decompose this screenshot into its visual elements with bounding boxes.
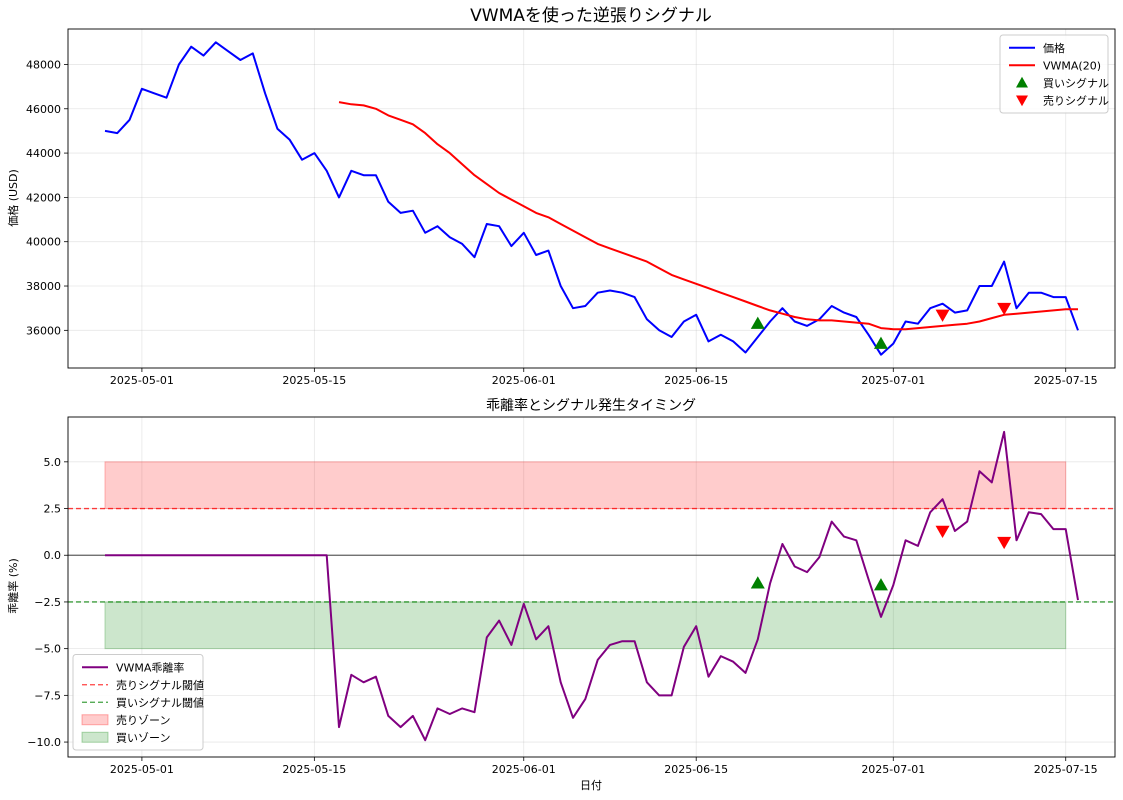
legend-label: VWMA(20) xyxy=(1043,59,1101,72)
y-tick-label: 46000 xyxy=(26,103,61,116)
y-tick-label: −7.5 xyxy=(34,689,61,702)
x-tick-label: 2025-06-01 xyxy=(492,763,556,776)
y-tick-label: 38000 xyxy=(26,280,61,293)
buy-signal-marker xyxy=(750,576,765,589)
price-chart-ylabel: 価格 (USD) xyxy=(6,169,20,227)
legend-label: VWMA乖離率 xyxy=(116,660,184,674)
x-tick-label: 2025-06-15 xyxy=(664,374,728,387)
x-tick-label: 2025-05-15 xyxy=(282,374,346,387)
legend-label: 売りゾーン xyxy=(116,714,170,727)
y-tick-label: 42000 xyxy=(26,191,61,204)
legend-label: 売りシグナル xyxy=(1043,93,1109,107)
x-tick-label: 2025-06-15 xyxy=(664,763,728,776)
buy-signal-marker xyxy=(873,578,888,591)
sell-signal-marker xyxy=(935,525,950,538)
zone-band xyxy=(104,601,1067,650)
price-chart-xticks: 2025-05-01 2025-05-15 2025-06-01 2025-06-15… xyxy=(110,368,1098,387)
x-tick-label: 2025-05-01 xyxy=(110,763,174,776)
x-tick-label: 2025-07-15 xyxy=(1034,763,1098,776)
y-tick-label: 36000 xyxy=(26,324,61,337)
series-line xyxy=(338,101,1078,331)
price-chart-series xyxy=(104,41,1079,356)
series-line xyxy=(105,430,1079,742)
deviation-chart-xlabel: 日付 xyxy=(580,779,602,792)
y-tick-label: 0.0 xyxy=(44,549,62,562)
legend-label: 買いゾーン xyxy=(116,731,170,744)
legend-swatch xyxy=(1016,95,1028,107)
deviation-chart-yticks: −10.0 −7.5 −5.0 −2.5 0.0 2.5 5.0 xyxy=(27,456,68,749)
x-tick-label: 2025-06-01 xyxy=(492,374,556,387)
sell-signal-marker xyxy=(997,536,1012,550)
zone-band xyxy=(104,461,1067,510)
deviation-chart-zones xyxy=(68,461,1115,650)
legend-label: 価格 xyxy=(1043,41,1065,55)
legend-swatch xyxy=(81,714,109,726)
y-tick-label: −2.5 xyxy=(34,596,61,609)
legend-label: 売りシグナル閾値 xyxy=(116,678,204,692)
deviation-chart-title: 乖離率とシグナル発生タイミング xyxy=(486,397,696,414)
buy-signal-marker xyxy=(873,336,888,349)
deviation-chart-ylabel: 乖離率 (%) xyxy=(6,558,20,614)
x-tick-label: 2025-07-15 xyxy=(1034,374,1098,387)
y-tick-label: 5.0 xyxy=(44,456,62,469)
deviation-chart-frame xyxy=(67,416,1116,758)
deviation-chart-series xyxy=(105,430,1079,742)
x-tick-label: 2025-05-01 xyxy=(110,374,174,387)
x-tick-label: 2025-05-15 xyxy=(282,763,346,776)
deviation-chart-markers xyxy=(750,525,1012,591)
deviation-chart: 乖離率とシグナル発生タイミング 2025-05-01 2025-05-15 2025… xyxy=(6,397,1116,792)
price-chart-yticks: 36000 38000 40000 42000 44000 46000 48000 xyxy=(26,58,68,337)
price-chart-markers xyxy=(750,302,1012,349)
series-line xyxy=(104,41,1079,356)
legend-label: 買いシグナル閾値 xyxy=(116,695,204,709)
sell-signal-marker xyxy=(997,302,1012,316)
x-tick-label: 2025-07-01 xyxy=(861,763,925,776)
y-tick-label: −10.0 xyxy=(27,736,61,749)
legend-box xyxy=(999,34,1109,114)
y-tick-label: 2.5 xyxy=(44,503,62,516)
y-tick-label: 40000 xyxy=(26,236,61,249)
price-chart-frame xyxy=(67,28,1116,369)
price-chart-grid xyxy=(68,29,1115,368)
legend-swatch xyxy=(1016,76,1028,88)
y-tick-label: 48000 xyxy=(26,58,61,71)
price-chart: VWMAを使った逆張りシグナル 2025-05-01 2025-05-15 2025… xyxy=(6,5,1116,387)
y-tick-label: −5.0 xyxy=(34,643,61,656)
legend-swatch xyxy=(81,731,109,743)
price-chart-title: VWMAを使った逆張りシグナル xyxy=(470,5,712,26)
y-tick-label: 44000 xyxy=(26,147,61,160)
legend-label: 買いシグナル xyxy=(1043,76,1109,90)
deviation-chart-xticks: 2025-05-01 2025-05-15 2025-06-01 2025-06-15… xyxy=(110,757,1098,776)
buy-signal-marker xyxy=(750,316,765,329)
sell-signal-marker xyxy=(935,309,950,322)
x-tick-label: 2025-07-01 xyxy=(861,374,925,387)
legend-box xyxy=(72,654,204,751)
